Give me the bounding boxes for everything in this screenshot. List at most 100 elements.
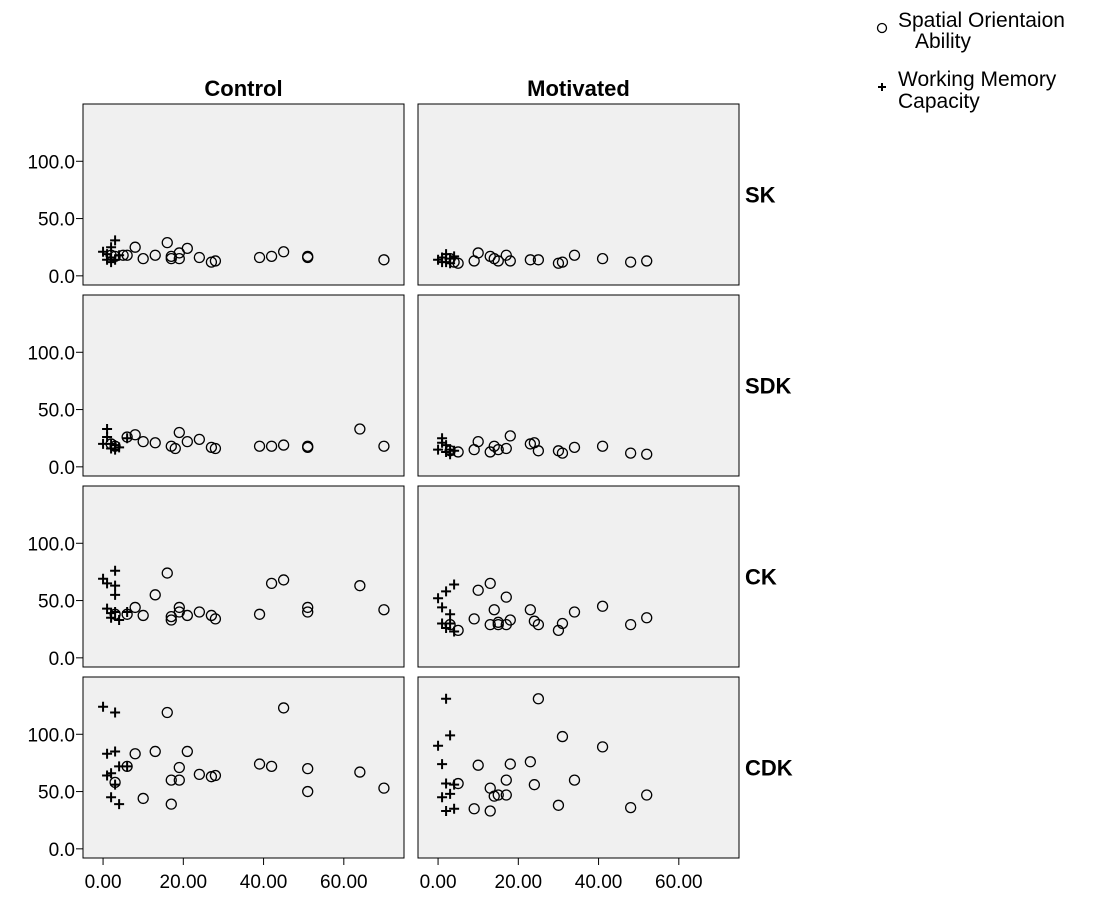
point-circle <box>302 762 314 775</box>
y-tick-label: 50.0 <box>38 783 75 804</box>
point-circle <box>556 447 569 459</box>
point-circle <box>193 251 206 264</box>
y-tick-label: 100.0 <box>27 152 75 173</box>
point-circle <box>472 247 484 259</box>
point-plus <box>114 615 125 626</box>
point-plus <box>114 442 125 453</box>
point-circle <box>354 766 366 778</box>
point-circle <box>181 745 193 758</box>
point-plus <box>110 707 121 718</box>
point-circle <box>205 609 218 622</box>
point-circle <box>625 447 637 459</box>
point-plus <box>437 759 448 770</box>
point-circle <box>472 435 484 448</box>
point-plus <box>437 602 448 613</box>
point-circle <box>484 577 496 590</box>
x-tick-label: 40.00 <box>575 872 623 893</box>
point-circle <box>492 789 504 801</box>
point-circle <box>302 785 314 798</box>
panel-motivated-ck <box>417 485 740 668</box>
point-circle <box>173 774 185 786</box>
point-circle <box>149 249 161 261</box>
point-circle <box>354 423 366 435</box>
point-circle <box>472 759 484 771</box>
point-circle <box>641 448 653 460</box>
point-circle <box>137 253 149 265</box>
point-plus <box>102 748 113 759</box>
point-circle <box>468 803 480 815</box>
row-label-ck: CK <box>745 565 777 590</box>
point-circle <box>378 604 390 616</box>
row-label-sdk: SDK <box>745 374 792 399</box>
point-circle <box>265 760 278 773</box>
point-circle <box>129 748 141 760</box>
x-tick-label: 40.00 <box>240 872 288 893</box>
point-plus <box>449 445 460 456</box>
row-label-sk: SK <box>745 183 776 208</box>
y-tick-label: 0.0 <box>49 649 75 670</box>
point-plus <box>122 607 133 618</box>
point-circle <box>641 255 653 267</box>
point-circle <box>149 437 161 449</box>
panel-control-cdk <box>82 676 405 859</box>
point-circle <box>173 761 185 774</box>
point-circle <box>193 433 206 445</box>
point-circle <box>484 618 496 631</box>
point-plus <box>110 779 121 790</box>
point-circle <box>532 693 545 705</box>
point-plus <box>98 701 109 712</box>
panel-motivated-sk <box>417 103 740 286</box>
point-circle <box>209 769 222 782</box>
panel-control-ck <box>82 485 405 668</box>
point-circle <box>302 601 314 614</box>
point-plus <box>110 589 121 600</box>
panel-control-sdk <box>82 294 405 477</box>
point-circle <box>193 768 206 781</box>
point-circle <box>504 255 516 267</box>
point-circle <box>277 439 290 451</box>
x-tick-label: 0.00 <box>420 872 457 893</box>
point-plus <box>106 242 117 253</box>
point-circle <box>500 442 512 455</box>
point-circle <box>500 591 512 603</box>
y-tick-label: 100.0 <box>27 534 75 555</box>
point-circle <box>596 253 609 265</box>
point-circle <box>378 440 390 452</box>
point-circle <box>149 589 161 601</box>
column-header-motivated: Motivated <box>527 76 630 101</box>
point-circle <box>504 758 516 770</box>
point-circle <box>181 435 193 448</box>
point-circle <box>524 254 536 266</box>
point-plus <box>106 612 117 623</box>
point-circle <box>625 256 637 268</box>
point-circle <box>596 600 609 612</box>
row-label-cdk: CDK <box>745 756 793 781</box>
point-circle <box>149 745 161 758</box>
point-circle <box>500 774 512 786</box>
point-circle <box>165 798 177 810</box>
point-plus <box>445 730 456 741</box>
point-circle <box>209 442 222 455</box>
point-circle <box>556 256 569 268</box>
legend-label-wmc: Working Memory <box>898 68 1057 91</box>
panel-motivated-cdk <box>417 676 740 859</box>
point-circle <box>265 577 278 590</box>
point-circle <box>532 445 545 457</box>
point-circle <box>277 246 290 258</box>
point-circle <box>137 609 149 622</box>
point-circle <box>302 606 314 618</box>
y-tick-label: 50.0 <box>38 210 75 231</box>
point-circle <box>129 241 141 253</box>
point-circle <box>568 606 581 618</box>
y-tick-label: 100.0 <box>27 725 75 746</box>
point-plus <box>114 250 125 261</box>
y-tick-label: 100.0 <box>27 343 75 364</box>
point-plus <box>449 251 460 262</box>
legend-label-wmc-cont: Capacity <box>898 90 980 113</box>
point-circle <box>165 614 177 626</box>
point-circle <box>161 567 173 579</box>
point-circle <box>173 601 185 614</box>
point-plus <box>437 792 448 803</box>
y-tick-label: 0.0 <box>49 840 75 861</box>
